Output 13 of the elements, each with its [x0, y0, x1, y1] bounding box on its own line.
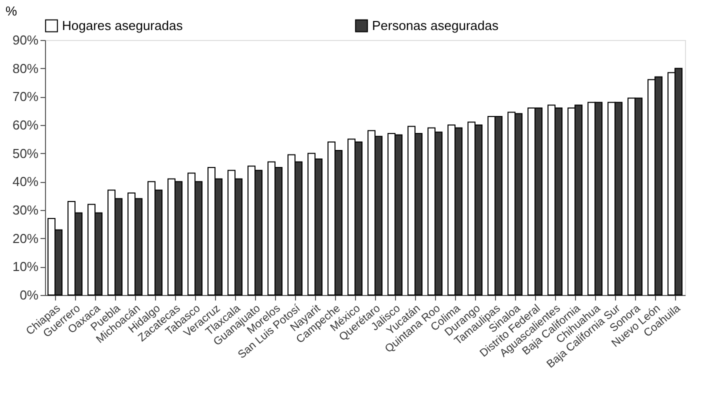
y-tick-label: 30% — [12, 202, 39, 218]
y-tick-label: 50% — [12, 146, 39, 161]
y-tick-label: 80% — [12, 60, 39, 76]
y-tick-label: 20% — [12, 230, 39, 246]
y-tick-label: 40% — [12, 174, 39, 190]
legend-label: Hogares aseguradas — [62, 18, 184, 33]
y-tick-label: 10% — [12, 259, 39, 274]
legend-label: Personas aseguradas — [372, 18, 499, 33]
y-axis-title: % — [6, 4, 18, 18]
y-tick-label: 60% — [12, 118, 39, 132]
y-tick-label: 70% — [12, 89, 39, 104]
y-tick-label: 90% — [12, 32, 39, 48]
y-tick-label: 0% — [20, 288, 39, 302]
